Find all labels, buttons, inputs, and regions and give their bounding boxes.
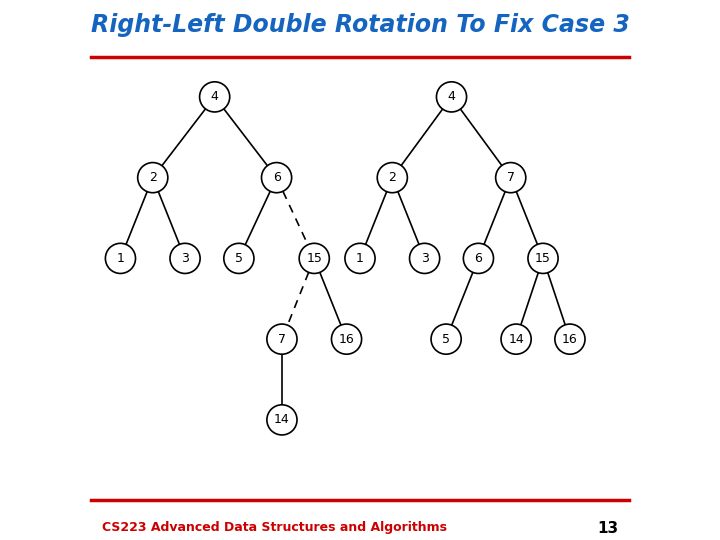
Circle shape [464,244,493,273]
Circle shape [410,244,440,273]
Circle shape [105,244,135,273]
Text: 7: 7 [507,171,515,184]
Circle shape [555,324,585,354]
Text: 1: 1 [117,252,125,265]
Circle shape [495,163,526,193]
Text: 7: 7 [278,333,286,346]
Text: 14: 14 [274,414,290,427]
Text: 16: 16 [562,333,578,346]
Circle shape [436,82,467,112]
Circle shape [331,324,361,354]
Circle shape [138,163,168,193]
Text: 6: 6 [273,171,281,184]
Text: 3: 3 [420,252,428,265]
Circle shape [224,244,254,273]
Text: 2: 2 [388,171,396,184]
Text: 6: 6 [474,252,482,265]
Text: 3: 3 [181,252,189,265]
Circle shape [199,82,230,112]
Circle shape [345,244,375,273]
Text: 16: 16 [338,333,354,346]
Circle shape [377,163,408,193]
Circle shape [431,324,462,354]
Text: 4: 4 [211,90,219,103]
Text: 2: 2 [149,171,157,184]
Text: 5: 5 [442,333,450,346]
Text: 5: 5 [235,252,243,265]
Circle shape [501,324,531,354]
Circle shape [267,324,297,354]
Text: 15: 15 [535,252,551,265]
Circle shape [170,244,200,273]
Circle shape [300,244,329,273]
Text: 14: 14 [508,333,524,346]
Text: CS223 Advanced Data Structures and Algorithms: CS223 Advanced Data Structures and Algor… [102,521,446,534]
Text: Right-Left Double Rotation To Fix Case 3: Right-Left Double Rotation To Fix Case 3 [91,14,629,37]
Circle shape [267,405,297,435]
Text: 4: 4 [448,90,456,103]
Text: 15: 15 [306,252,322,265]
Circle shape [261,163,292,193]
Text: 13: 13 [598,521,618,536]
Text: 1: 1 [356,252,364,265]
Circle shape [528,244,558,273]
